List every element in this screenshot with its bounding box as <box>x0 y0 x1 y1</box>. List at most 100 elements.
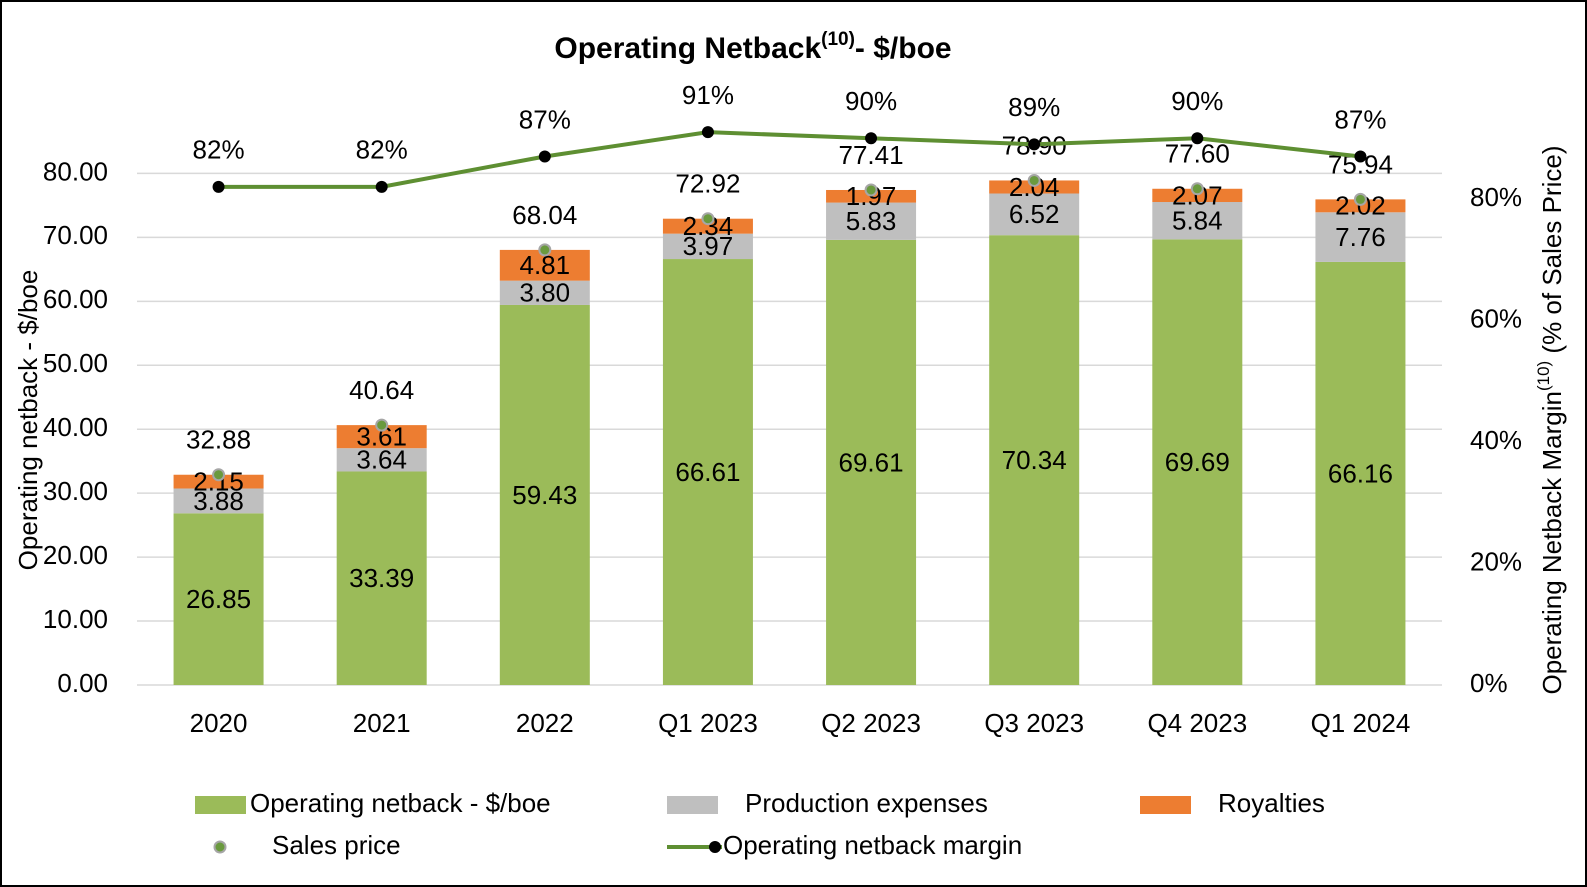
segment-label: 7.76 <box>1335 222 1386 252</box>
bar-segment <box>989 180 1080 194</box>
y-tick-label: 30.00 <box>43 476 108 506</box>
x-tick-label: 2020 <box>190 708 248 738</box>
segment-label: 6.52 <box>1009 199 1060 229</box>
sales-price-dot <box>375 418 389 432</box>
bar-segment <box>826 202 917 240</box>
y-axis-title: Operating netback - $/boe <box>13 270 43 571</box>
bar-segment <box>336 425 427 449</box>
bar-segment <box>662 218 753 234</box>
bar-segment <box>826 239 917 685</box>
legend-swatch <box>213 840 227 854</box>
y-tick-label: 40.00 <box>43 412 108 442</box>
bar-segment <box>989 235 1080 685</box>
margin-label: 90% <box>845 86 897 116</box>
bar-segment <box>662 259 753 685</box>
sales-price-dot <box>701 212 715 226</box>
sales-price-dot <box>1027 173 1041 187</box>
bar-segment <box>1315 261 1406 685</box>
y2-tick-label: 80% <box>1470 182 1522 212</box>
margin-point <box>701 126 714 139</box>
title-superscript: (10) <box>821 29 855 50</box>
sales-price-dot <box>212 468 226 482</box>
bar-segment <box>336 471 427 685</box>
sales-price-dot <box>864 183 878 197</box>
legend-label: Operating netback margin <box>723 830 1022 860</box>
y-tick-label: 20.00 <box>43 540 108 570</box>
segment-label: 66.61 <box>675 457 740 487</box>
y2-tick-label: 20% <box>1470 546 1522 576</box>
sales-price-dot <box>1353 192 1367 206</box>
segment-label: 5.83 <box>846 206 897 236</box>
y-tick-label: 0.00 <box>57 668 108 698</box>
y-tick-label: 10.00 <box>43 604 108 634</box>
x-tick-label: Q2 2023 <box>821 708 921 738</box>
sales-price-label: 68.04 <box>512 200 577 230</box>
margin-point <box>1028 138 1041 151</box>
segment-label: 5.84 <box>1172 206 1223 236</box>
y-tick-label: 70.00 <box>43 220 108 250</box>
margin-point <box>375 180 388 193</box>
margin-line <box>218 130 1361 189</box>
bar-segment <box>1152 239 1243 686</box>
legend-label: Operating netback - $/boe <box>250 788 551 818</box>
sales-price-label: 32.88 <box>186 425 251 455</box>
y2-tick-label: 40% <box>1470 425 1522 455</box>
segment-label: 33.39 <box>349 563 414 593</box>
bar-segment <box>499 280 590 305</box>
title-suffix: - $/boe <box>855 32 952 65</box>
margin-label: 82% <box>193 135 245 165</box>
bar-segment <box>662 233 753 260</box>
legend-swatch <box>1140 796 1191 814</box>
sales-price-label: 77.41 <box>839 140 904 170</box>
margin-label: 90% <box>1171 86 1223 116</box>
x-tick-label: Q1 2023 <box>658 708 758 738</box>
y2-tick-label: 0% <box>1470 668 1508 698</box>
legend-swatch <box>195 796 246 814</box>
bar-segment <box>173 513 264 685</box>
segment-label: 3.80 <box>520 278 571 308</box>
bar-segment <box>173 474 264 489</box>
segment-label: 66.16 <box>1328 458 1393 488</box>
segment-label: 3.97 <box>683 231 734 261</box>
y2-title-superscript: (10) <box>1534 361 1553 391</box>
bar-segment <box>336 448 427 472</box>
margin-point <box>1354 150 1367 163</box>
margin-label: 87% <box>1334 104 1386 134</box>
x-tick-label: 2022 <box>516 708 574 738</box>
segment-label: 69.61 <box>839 447 904 477</box>
y2-title-text: Operating Netback Margin <box>1537 391 1567 694</box>
y2-axis-title: Operating Netback Margin(10) (% of Sales… <box>1534 145 1566 694</box>
legend-swatch <box>709 841 721 853</box>
y2-title-suffix: (% of Sales Price) <box>1537 145 1567 360</box>
legend-label: Sales price <box>272 830 401 860</box>
segment-label: 3.88 <box>193 486 244 516</box>
bar-segment <box>499 304 590 685</box>
sales-price-dot <box>1190 182 1204 196</box>
y-tick-label: 80.00 <box>43 156 108 186</box>
x-tick-label: Q4 2023 <box>1147 708 1247 738</box>
chart-title: Operating Netback(10)- $/boe <box>554 29 951 65</box>
bar-segment <box>173 488 264 514</box>
margin-label: 91% <box>682 80 734 110</box>
title-text: Operating Netback <box>554 32 821 65</box>
bar-segment <box>1152 188 1243 203</box>
y-tick-label: 60.00 <box>43 284 108 314</box>
margin-label: 82% <box>356 135 408 165</box>
y2-tick-label: 60% <box>1470 303 1522 333</box>
segment-label: 70.34 <box>1002 445 1067 475</box>
x-tick-label: Q3 2023 <box>984 708 1084 738</box>
x-tick-label: Q1 2024 <box>1311 708 1411 738</box>
segment-label: 69.69 <box>1165 447 1230 477</box>
sales-price-label: 72.92 <box>675 169 740 199</box>
legend-swatch <box>667 796 718 814</box>
sales-price-dot <box>538 243 552 257</box>
legend-label: Production expenses <box>745 788 988 818</box>
margin-point <box>865 132 878 145</box>
margin-label: 89% <box>1008 92 1060 122</box>
bar-segment <box>1152 202 1243 240</box>
legend-label: Royalties <box>1218 788 1325 818</box>
margin-point <box>1191 132 1204 145</box>
y-tick-label: 50.00 <box>43 348 108 378</box>
bar-segment <box>989 193 1080 236</box>
